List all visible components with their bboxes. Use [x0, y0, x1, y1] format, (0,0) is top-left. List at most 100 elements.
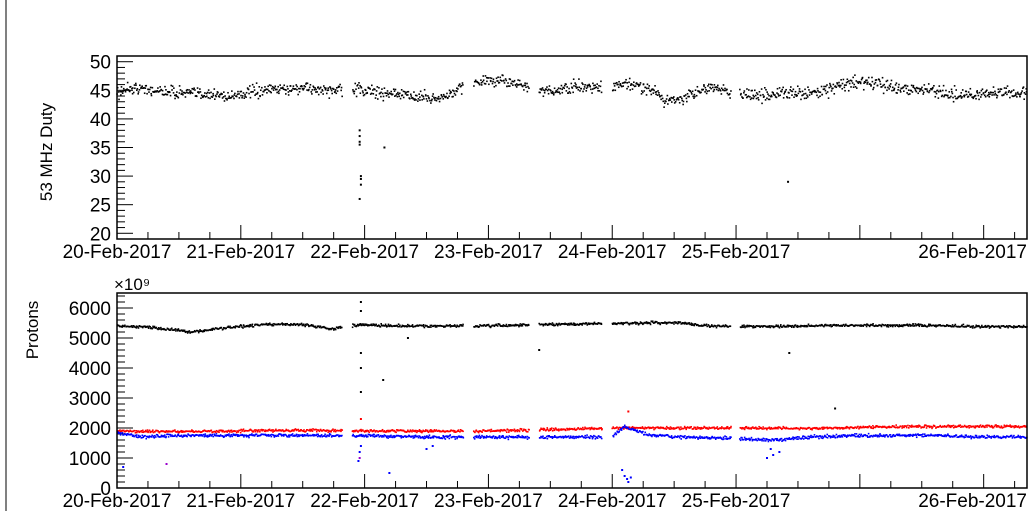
duty-series-0-point	[714, 86, 716, 89]
protons-series-1-point	[648, 427, 651, 430]
protons-series-0-point	[573, 324, 576, 326]
protons-series-2-point	[742, 438, 745, 441]
protons-series-0-point	[360, 324, 363, 327]
protons-series-2-point	[778, 439, 780, 442]
protons-series-0-point	[1022, 324, 1025, 327]
protons-series-0-point	[592, 322, 595, 325]
protons-series-1-point	[231, 431, 233, 433]
protons-series-2-point	[560, 436, 563, 438]
duty-series-0-point	[927, 83, 930, 85]
protons-series-2-point	[840, 434, 843, 437]
duty-series-0-point	[126, 81, 129, 84]
protons-series-1-point	[943, 426, 945, 428]
protons-series-1-point	[539, 429, 541, 431]
protons-series-0-point	[972, 325, 975, 327]
duty-series-0-point	[216, 93, 218, 95]
protons-series-1-point	[842, 427, 844, 429]
protons-series-2-point	[847, 435, 849, 437]
protons-series-2-point	[712, 436, 715, 439]
protons-series-1-point	[724, 427, 727, 430]
protons-series-1-point	[762, 428, 764, 430]
protons-series-0-point	[401, 325, 403, 328]
duty-series-0-point	[380, 95, 382, 98]
protons-series-0-point	[752, 325, 755, 327]
protons-series-0-point	[743, 325, 746, 328]
protons-series-1-point	[441, 430, 443, 433]
protons-series-0-point	[133, 325, 136, 328]
protons-series-1-point	[557, 428, 560, 431]
protons-series-1-point	[257, 429, 259, 432]
protons-series-0-point	[433, 325, 436, 327]
protons-series-2-point	[280, 434, 283, 437]
protons-series-0-point	[482, 325, 485, 327]
protons-series-0-point	[600, 323, 603, 326]
protons-series-1-point	[881, 426, 883, 429]
protons-series-1-point	[764, 427, 767, 429]
protons-series-1-point	[283, 430, 286, 432]
duty-series-0-point	[244, 93, 246, 96]
protons-series-0-point	[651, 320, 654, 323]
duty-series-0-point	[688, 89, 690, 91]
duty-series-0-point	[272, 87, 275, 89]
protons-series-2-point	[685, 437, 687, 440]
protons-series-0-point	[646, 321, 649, 324]
protons-series-0-point	[153, 325, 156, 328]
duty-series-0-point	[366, 92, 369, 94]
protons-series-2-point	[851, 433, 853, 436]
duty-series-0-point	[163, 93, 166, 96]
duty-series-0-point	[691, 93, 693, 95]
protons-series-0-point	[384, 323, 387, 326]
protons-series-2-point	[693, 435, 695, 438]
protons-series-1-point	[1010, 425, 1013, 427]
protons-series-2-point	[748, 437, 750, 440]
protons-series-0-point	[622, 322, 624, 324]
duty-series-0-point	[233, 94, 236, 96]
protons-series-2-point	[495, 436, 498, 439]
protons-series-1-point	[164, 430, 167, 433]
protons-series-0-point	[290, 324, 293, 326]
protons-series-1-point	[973, 426, 976, 429]
duty-series-0-point	[146, 92, 148, 95]
protons-series-0-point	[868, 325, 871, 328]
protons-series-2-point	[798, 436, 800, 438]
protons-series-2-point	[690, 436, 692, 438]
protons-series-0-point	[767, 325, 769, 327]
duty-series-0-point	[188, 89, 190, 91]
protons-series-0-point	[924, 324, 927, 327]
protons-series-1-point	[1023, 425, 1025, 428]
protons-series-1-point	[589, 427, 592, 429]
protons-series-2-point	[574, 435, 576, 438]
protons-series-2-point	[739, 439, 742, 442]
protons-series-0-point	[307, 324, 310, 327]
protons-series-2-point	[260, 433, 263, 436]
protons-series-2-point	[160, 434, 163, 437]
duty-series-0-point	[749, 96, 751, 98]
duty-series-0-point	[850, 86, 852, 88]
protons-series-2-point	[491, 437, 494, 439]
duty-series-0-point	[241, 96, 243, 99]
protons-series-0-point	[160, 326, 162, 329]
protons-series-2-point	[296, 435, 299, 438]
duty-series-0-point	[144, 87, 147, 89]
protons-series-0-point	[855, 324, 858, 327]
protons-series-2-point	[130, 433, 133, 436]
protons-series-1-point	[405, 431, 408, 433]
protons-series-0-point	[637, 323, 640, 326]
protons-series-2-point	[584, 434, 587, 437]
protons-series-1-point	[1000, 426, 1002, 428]
protons-series-1-point	[728, 426, 731, 429]
duty-series-0-point	[838, 84, 841, 87]
protons-series-1-point	[119, 429, 121, 431]
protons-series-0-point	[454, 325, 457, 327]
protons-series-2-point	[711, 435, 714, 438]
protons-series-0-point	[763, 325, 765, 327]
protons-series-0-point	[705, 324, 707, 326]
protons-series-1-point	[768, 426, 771, 429]
protons-series-1-point	[250, 429, 252, 431]
duty-series-0-point	[455, 90, 457, 92]
duty-series-0-point	[873, 83, 876, 85]
duty-series-0-point	[810, 91, 812, 94]
duty-series-0-point	[452, 89, 454, 92]
duty-series-0-point	[964, 94, 966, 97]
